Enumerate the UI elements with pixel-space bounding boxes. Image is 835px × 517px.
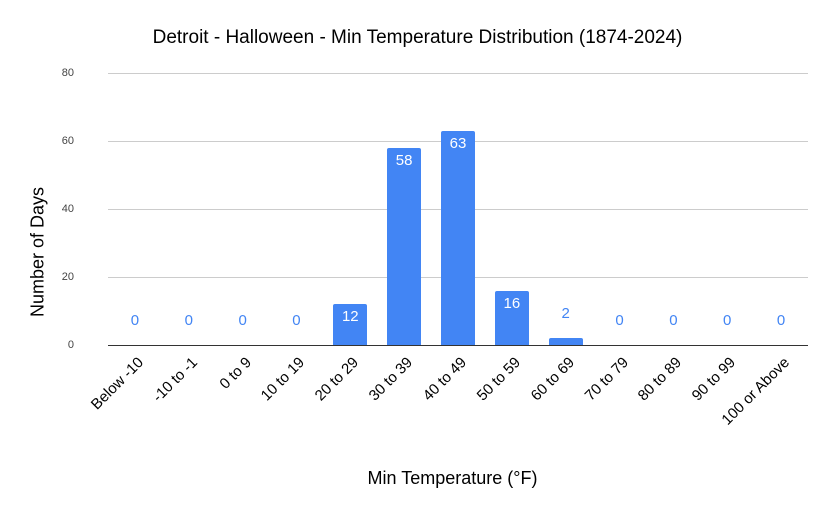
plot-area: 80 60 40 20 0 0 0 0 0 12 58 63 16 2 0 0 0 0 xyxy=(62,67,808,351)
chart-title: Detroit - Halloween - Min Temperature Di… xyxy=(152,27,683,48)
x-tick-label: 70 to 79 xyxy=(581,353,632,405)
data-label: 63 xyxy=(449,134,467,152)
bar[interactable] xyxy=(387,147,422,345)
x-tick-label: 60 to 69 xyxy=(527,353,578,405)
data-label: 0 xyxy=(184,312,193,329)
data-label: 16 xyxy=(503,294,521,312)
x-tick-label: -10 to -1 xyxy=(149,353,201,406)
x-tick-label: 10 to 19 xyxy=(258,353,309,405)
x-tick-label: 0 to 9 xyxy=(216,353,255,393)
data-label: 0 xyxy=(615,312,624,329)
data-label: 2 xyxy=(561,305,570,323)
x-tick-label: 50 to 59 xyxy=(473,353,524,405)
x-tick-label: Below -10 xyxy=(87,353,147,414)
x-tick-label: 20 to 29 xyxy=(311,353,363,405)
data-label: 0 xyxy=(292,312,301,329)
y-tick-label: 40 xyxy=(61,203,74,215)
y-tick-label: 0 xyxy=(67,339,74,351)
gridline xyxy=(108,73,808,74)
x-tick-label: 80 to 89 xyxy=(635,353,686,405)
y-tick-label: 80 xyxy=(61,67,74,79)
data-label: 58 xyxy=(395,151,413,169)
bar[interactable] xyxy=(494,290,529,345)
bar[interactable] xyxy=(548,338,583,345)
data-label: 0 xyxy=(238,312,247,329)
data-label: 0 xyxy=(130,312,140,329)
bar[interactable] xyxy=(333,304,368,345)
data-label: 0 xyxy=(723,312,732,329)
bar[interactable] xyxy=(441,130,475,345)
data-label: 0 xyxy=(669,312,678,329)
x-tick-label: 30 to 39 xyxy=(365,353,417,405)
x-axis-label: Min Temperature (°F) xyxy=(367,468,538,488)
y-tick-label: 20 xyxy=(61,271,74,283)
data-label: 0 xyxy=(776,312,786,329)
data-label: 12 xyxy=(341,308,359,326)
y-tick-label: 60 xyxy=(61,135,74,147)
x-tick-label: 40 to 49 xyxy=(419,353,471,405)
x-tick-label: 90 to 99 xyxy=(688,353,740,405)
x-axis-baseline xyxy=(108,345,808,346)
